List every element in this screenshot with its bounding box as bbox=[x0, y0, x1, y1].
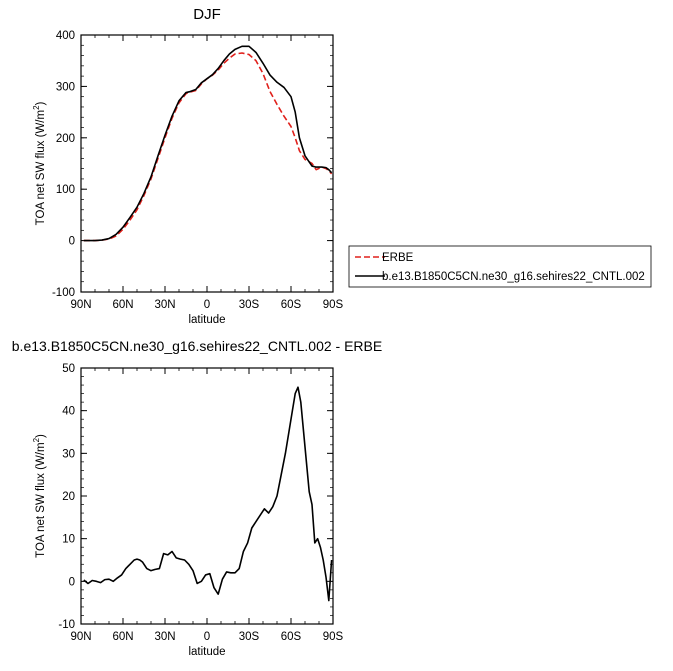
y-tick-label: 100 bbox=[56, 184, 75, 196]
y-tick-label: 30 bbox=[62, 448, 75, 460]
legend-label: ERBE bbox=[382, 252, 414, 264]
legend-label: b.e13.B1850C5CN.ne30_g16.sehires22_CNTL.… bbox=[382, 271, 645, 283]
plot-frame bbox=[80, 34, 334, 293]
x-axis-label: latitude bbox=[188, 314, 225, 326]
y-tick-label: 50 bbox=[62, 363, 75, 375]
x-tick-label: 30S bbox=[239, 299, 260, 311]
y-tick-label: 400 bbox=[56, 30, 75, 42]
x-tick-label: 30S bbox=[239, 631, 260, 643]
x-tick-label: 60S bbox=[281, 631, 302, 643]
series-line-difference bbox=[83, 386, 333, 602]
y-tick-label: 40 bbox=[62, 406, 75, 418]
y-tick-label: 20 bbox=[62, 491, 75, 503]
y-tick-label: -10 bbox=[58, 619, 75, 631]
series-line-b-e13-b1850c5cn-ne30-g16-sehires22-cntl-002 bbox=[83, 45, 333, 242]
y-tick-label: 200 bbox=[56, 133, 75, 145]
chart-title: b.e13.B1850C5CN.ne30_g16.sehires22_CNTL.… bbox=[12, 338, 382, 354]
legend: ERBE b.e13.B1850C5CN.ne30_g16.sehires22_C… bbox=[348, 245, 652, 288]
y-tick-label: -100 bbox=[52, 287, 75, 299]
x-tick-label: 60S bbox=[281, 299, 302, 311]
bottom-panel: b.e13.B1850C5CN.ne30_g16.sehires22_CNTL.… bbox=[12, 338, 382, 658]
x-tick-label: 90N bbox=[70, 631, 91, 643]
x-tick-label: 90N bbox=[70, 299, 91, 311]
x-tick-label: 90S bbox=[323, 299, 344, 311]
y-tick-label: 0 bbox=[69, 236, 75, 248]
x-axis-label: latitude bbox=[188, 646, 225, 658]
plot-frame bbox=[80, 367, 334, 625]
x-tick-label: 0 bbox=[204, 299, 210, 311]
x-tick-label: 30N bbox=[154, 299, 175, 311]
y-tick-label: 0 bbox=[69, 576, 75, 588]
legend-box bbox=[348, 245, 652, 288]
y-tick-label: 300 bbox=[56, 81, 75, 93]
y-axis-label: TOA net SW flux (W/m2) bbox=[32, 434, 47, 558]
x-tick-label: 60N bbox=[112, 631, 133, 643]
x-tick-label: 90S bbox=[323, 631, 344, 643]
series-line-erbe bbox=[83, 52, 333, 242]
y-axis-label: TOA net SW flux (W/m2) bbox=[32, 101, 47, 225]
x-tick-label: 0 bbox=[204, 631, 210, 643]
x-tick-label: 60N bbox=[112, 299, 133, 311]
y-tick-label: 10 bbox=[62, 534, 75, 546]
top-panel: DJF 90N 60N 30N 0 30S 60S 90S -100 0 100 200 300 400 l… bbox=[32, 6, 652, 326]
x-tick-label: 30N bbox=[154, 631, 175, 643]
chart-title: DJF bbox=[193, 6, 221, 23]
